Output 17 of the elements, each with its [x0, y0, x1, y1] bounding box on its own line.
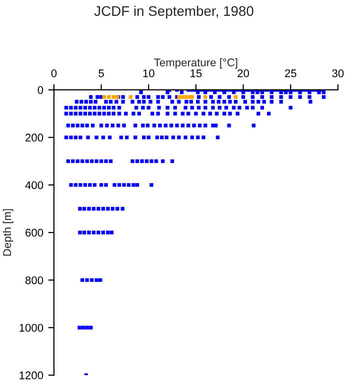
y-tick-label: 800	[25, 276, 44, 284]
x-tick-label: 5	[98, 69, 104, 78]
y-tick-label: 0	[38, 86, 44, 94]
x-axis-title: Temperature [°C]	[154, 58, 238, 69]
x-tick-label: 20	[238, 69, 249, 78]
x-tick-label: 10	[143, 69, 154, 78]
y-tick-label: 200	[26, 134, 44, 142]
x-tick-label: 30	[332, 69, 344, 78]
x-tick-label: 15	[190, 69, 202, 78]
chart-title: JCDF in September, 1980	[94, 6, 254, 19]
y-tick-label: 1200	[20, 371, 44, 380]
x-tick-label: 25	[284, 69, 296, 78]
y-axis-title: Depth [m]	[2, 209, 14, 256]
y-tick-label: 1000	[20, 324, 44, 332]
y-tick-label: 400	[25, 181, 44, 190]
x-tick-label: 0	[51, 69, 57, 78]
y-tick-label: 600	[26, 228, 44, 237]
